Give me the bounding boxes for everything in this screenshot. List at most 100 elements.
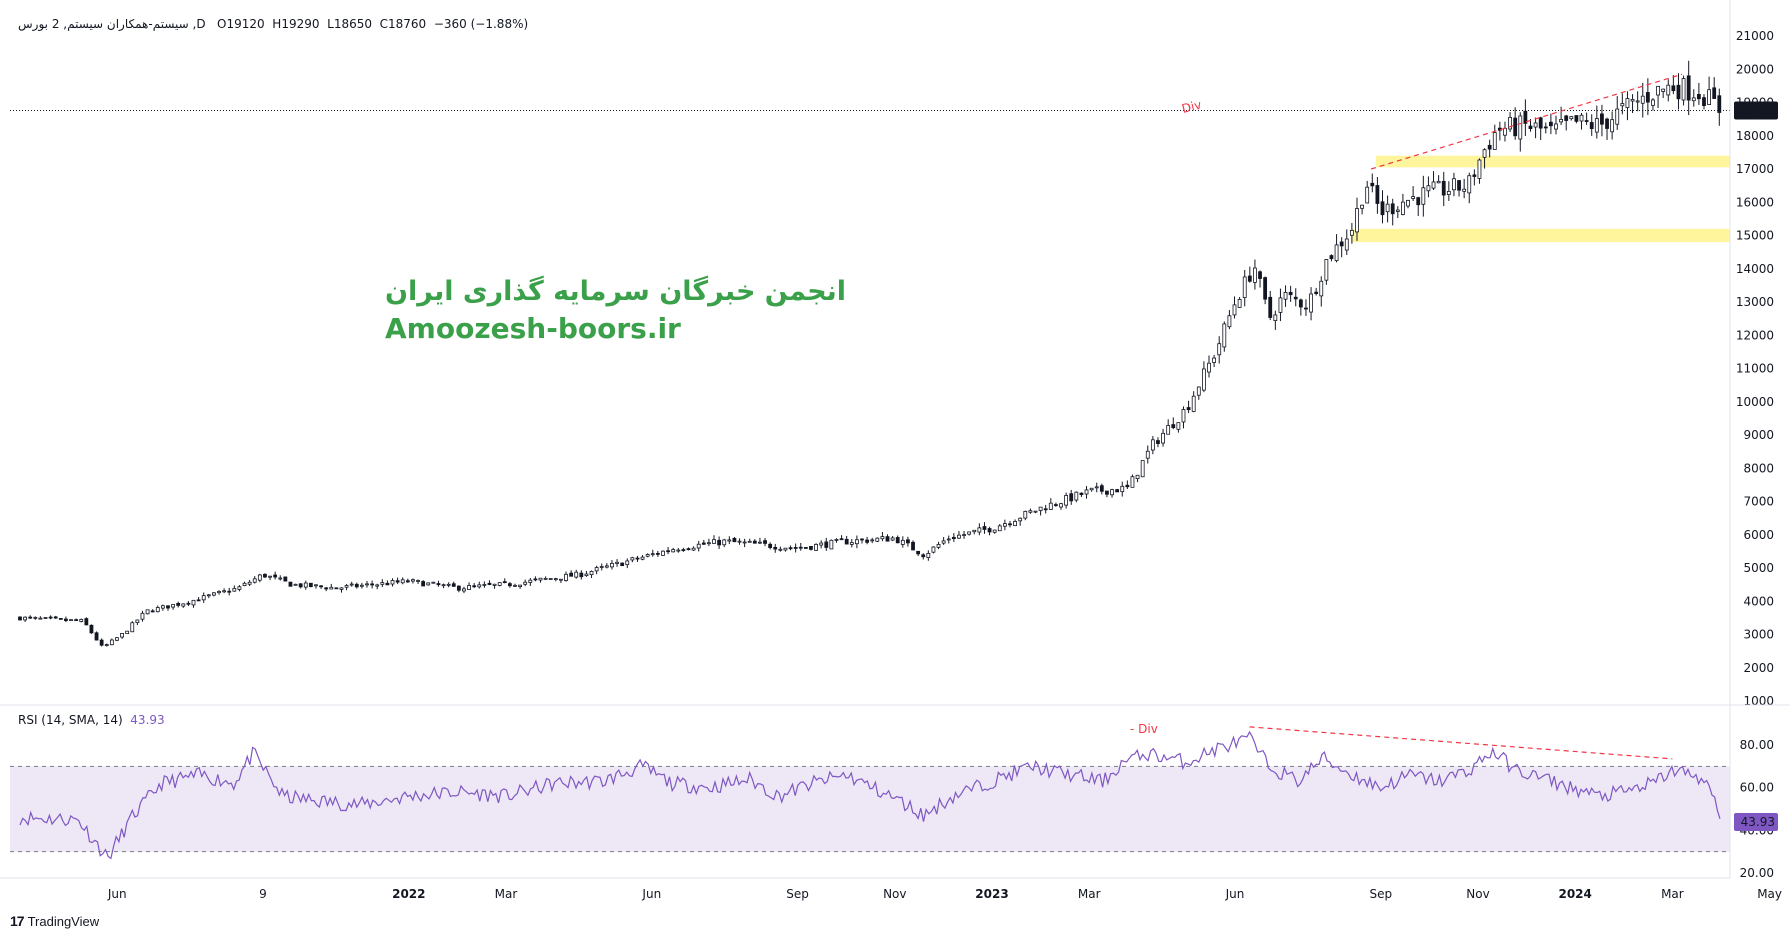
candle	[1319, 276, 1324, 307]
candle	[1161, 428, 1165, 447]
candle	[1477, 158, 1482, 184]
candle	[1518, 112, 1523, 152]
candle	[201, 592, 206, 603]
rsi-band-fill	[10, 766, 1730, 852]
candle	[640, 555, 645, 561]
time-tick-label: Mar	[1078, 887, 1101, 901]
candle	[1018, 517, 1023, 526]
candle	[370, 580, 375, 589]
candle	[441, 583, 446, 589]
candle	[528, 578, 533, 586]
time-tick-label: Nov	[883, 887, 906, 901]
candle	[1625, 91, 1630, 121]
candle	[589, 570, 594, 579]
candle	[809, 545, 813, 551]
rsi-tick-label: 80.00	[1740, 738, 1774, 752]
time-tick-label: Sep	[1369, 887, 1392, 901]
candle	[451, 581, 456, 587]
candle	[1600, 104, 1604, 137]
candle	[584, 570, 589, 577]
candle	[456, 585, 461, 593]
price-tick-label: 12000	[1736, 328, 1774, 342]
candle	[1232, 296, 1237, 319]
candle	[742, 538, 747, 548]
time-tick-label: Mar	[495, 887, 518, 901]
candle	[130, 621, 135, 633]
candle	[579, 570, 584, 580]
candle	[125, 630, 130, 635]
candle	[1268, 290, 1273, 321]
candle	[1375, 177, 1380, 214]
rsi-divergence-line	[1249, 726, 1673, 760]
candle	[99, 638, 104, 647]
candle	[671, 547, 676, 553]
candle	[885, 534, 890, 542]
candle	[1002, 519, 1007, 531]
candle	[1492, 124, 1497, 150]
candle	[69, 619, 73, 622]
candle	[502, 578, 507, 584]
rsi-tick-label: 60.00	[1740, 781, 1774, 795]
candle	[171, 604, 175, 610]
candle	[941, 537, 946, 545]
candle	[446, 582, 451, 588]
candle	[1661, 88, 1666, 98]
candle	[701, 539, 706, 545]
candle	[1538, 116, 1543, 141]
candle	[1089, 487, 1094, 492]
candle	[176, 601, 181, 608]
tradingview-brand[interactable]: 17 TradingView	[10, 913, 99, 929]
candle	[1406, 199, 1410, 209]
candle	[293, 583, 298, 586]
candle	[1421, 175, 1426, 217]
legend-high: H19290	[272, 17, 320, 31]
candle	[390, 578, 395, 587]
candle	[916, 550, 921, 557]
candle	[1150, 436, 1155, 455]
candle	[957, 530, 961, 539]
candle	[472, 583, 477, 589]
candle	[1278, 288, 1283, 322]
candle	[1314, 287, 1319, 296]
time-tick-label: 9	[259, 887, 267, 901]
candle	[691, 546, 696, 551]
price-tick-label: 20000	[1736, 62, 1774, 76]
rsi-tick-label: 20.00	[1740, 866, 1774, 880]
candle	[1094, 482, 1099, 493]
price-tick-label: 11000	[1736, 362, 1774, 376]
rsi-legend-name[interactable]: RSI (14, SMA, 14)	[18, 713, 123, 727]
candle	[1462, 178, 1467, 199]
candle	[911, 540, 915, 551]
candle	[507, 581, 512, 588]
candle	[166, 605, 170, 611]
price-tick-label: 6000	[1743, 528, 1774, 542]
legend-symbol[interactable]: سیستم-همکاران سیستم, 2	[51, 17, 189, 31]
candle	[650, 549, 655, 557]
price-tick-label: 17000	[1736, 162, 1774, 176]
candle	[844, 535, 849, 545]
candle	[768, 542, 773, 550]
candle	[283, 576, 288, 582]
candle	[987, 526, 992, 536]
candle	[1360, 204, 1364, 215]
price-zone	[1351, 228, 1730, 243]
price-pane[interactable]: Div 210002000019000180001700016000150001…	[10, 29, 1778, 708]
time-axis[interactable]: Jun 9 2022 Mar Jun Sep Nov 2023 Mar Jun Sep Nov 2024…	[107, 887, 1790, 901]
price-tick-label: 8000	[1743, 461, 1774, 475]
candle	[1298, 298, 1303, 316]
price-axis[interactable]: 2100020000190001800017000160001500014000…	[1736, 29, 1774, 708]
candle	[1395, 206, 1400, 219]
candle	[400, 577, 405, 585]
candle	[1431, 171, 1436, 191]
legend-open: O19120	[217, 17, 265, 31]
candle	[1436, 175, 1441, 184]
candle	[564, 571, 568, 582]
candle	[1482, 148, 1487, 169]
svg-text:18760: 18760	[1733, 103, 1775, 117]
candle	[1497, 121, 1502, 141]
candle	[1048, 498, 1053, 510]
candle	[824, 537, 829, 551]
